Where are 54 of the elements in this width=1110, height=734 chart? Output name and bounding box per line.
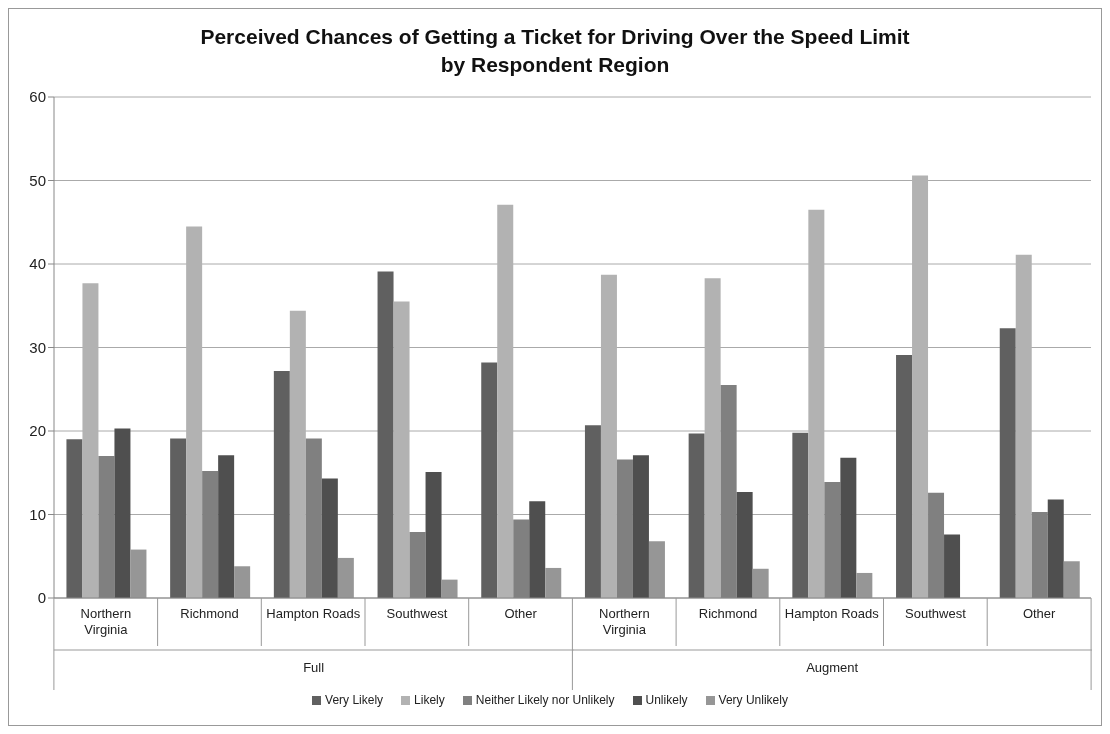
bar (944, 534, 961, 598)
bar (584, 425, 601, 598)
x-tick-label: Northern Virginia (599, 606, 650, 637)
x-tick-label: Hampton Roads (784, 606, 880, 621)
bar (130, 549, 147, 598)
text: Augment (806, 660, 859, 675)
text: Full (303, 660, 325, 675)
bar (736, 491, 753, 598)
x-tick-label: Hampton Roads (266, 606, 361, 621)
x-tick-label: Other (504, 606, 538, 621)
bar (529, 501, 546, 598)
bar (752, 568, 769, 598)
bar (648, 541, 665, 598)
x-tick-label: Richmond (180, 606, 239, 621)
bar (1063, 561, 1080, 598)
bar (425, 471, 442, 598)
legend-label: Unlikely (645, 693, 688, 707)
bar (234, 566, 251, 598)
bar (792, 432, 809, 598)
y-tick-label: 0 (37, 589, 46, 607)
bar (321, 478, 338, 598)
bar (1047, 499, 1064, 598)
y-tick-label: 30 (29, 338, 46, 356)
x-tick-label: Richmond (698, 606, 758, 621)
bar (840, 457, 857, 598)
y-tick-label: 40 (29, 255, 46, 273)
bar (856, 572, 873, 598)
bar (66, 439, 83, 598)
chart-title: Perceived Chances of Getting a Ticket for Driving Over the Speed Limit by Respondent Region (199, 24, 911, 78)
x-tick-label: Southwest (905, 606, 967, 621)
bar (114, 428, 131, 598)
bar (273, 370, 290, 598)
bar (632, 455, 649, 598)
bar (218, 455, 235, 598)
legend-label: Very Unlikely (718, 693, 788, 707)
bar (337, 557, 354, 598)
x-tick-label: Northern Virginia (80, 606, 132, 637)
bar (441, 579, 458, 598)
bar (999, 328, 1016, 598)
bar (481, 362, 498, 598)
bar (688, 433, 705, 598)
bar (377, 271, 394, 598)
legend-label: Likely (414, 693, 445, 707)
bar (545, 567, 562, 598)
y-tick-label: 60 (29, 88, 46, 106)
x-tick-label: Southwest (386, 606, 448, 621)
legend-label: Neither Likely nor Unlikely (475, 693, 615, 707)
bar (170, 438, 187, 598)
y-tick-label: 20 (29, 422, 46, 440)
y-tick-label: 50 (29, 171, 46, 189)
x-tick-label: Other (1022, 606, 1057, 621)
legend-label: Very Likely (325, 693, 384, 707)
bar (896, 355, 913, 598)
y-tick-label: 10 (29, 505, 46, 523)
